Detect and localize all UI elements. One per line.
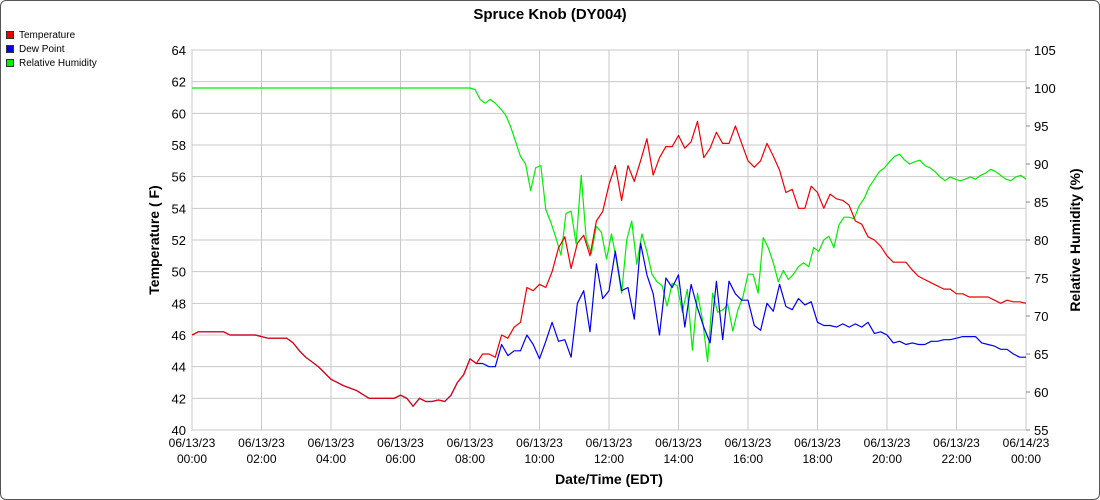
x-tick-time-label: 12:00 — [594, 452, 624, 466]
x-tick-time-label: 20:00 — [872, 452, 902, 466]
grid-lines — [191, 49, 1027, 431]
x-tick-time-label: 02:00 — [246, 452, 276, 466]
x-tick-date-label: 06/13/23 — [655, 436, 702, 450]
axis-ticks: 40 42 44 46 48 50 52 54 56 58 60 62 64 55 60 65 70 75 80 85… — [169, 43, 1056, 466]
y-left-tick-label: 42 — [172, 391, 186, 406]
y-left-tick-label: 60 — [172, 106, 186, 121]
x-tick-date-label: 06/13/23 — [933, 436, 980, 450]
y-left-tick-label: 50 — [172, 265, 186, 280]
chart-legend: Temperature Dew Point Relative Humidity — [6, 28, 97, 70]
y-left-tick-label: 40 — [172, 423, 186, 438]
y-right-tick-label: 65 — [1034, 347, 1048, 362]
y-right-tick-label: 95 — [1034, 119, 1048, 134]
y-right-tick-label: 85 — [1034, 195, 1048, 210]
y-right-tick-label: 90 — [1034, 157, 1048, 172]
y-right-tick-label: 55 — [1034, 423, 1048, 438]
legend-item-relative-humidity: Relative Humidity — [6, 56, 97, 70]
x-tick-time-label: 00:00 — [1011, 452, 1041, 466]
y-left-tick-label: 56 — [172, 170, 186, 185]
legend-item-temperature: Temperature — [6, 28, 97, 42]
legend-swatch-relative-humidity — [6, 59, 14, 67]
y-left-tick-label: 52 — [172, 233, 186, 248]
y-left-tick-label: 48 — [172, 296, 186, 311]
x-tick-time-label: 10:00 — [524, 452, 554, 466]
x-tick-time-label: 22:00 — [941, 452, 971, 466]
y-right-tick-label: 105 — [1034, 43, 1056, 58]
y-left-tick-label: 54 — [172, 201, 186, 216]
chart-title: Spruce Knob (DY004) — [473, 6, 626, 23]
x-tick-date-label: 06/13/23 — [794, 436, 841, 450]
x-tick-time-label: 14:00 — [663, 452, 693, 466]
x-tick-time-label: 06:00 — [385, 452, 415, 466]
y-left-tick-label: 46 — [172, 328, 186, 343]
legend-item-dew-point: Dew Point — [6, 42, 97, 56]
x-tick-date-label: 06/13/23 — [447, 436, 494, 450]
y-left-tick-label: 58 — [172, 138, 186, 153]
x-tick-date-label: 06/13/23 — [377, 436, 424, 450]
legend-label-relative-humidity: Relative Humidity — [19, 57, 97, 69]
y-right-tick-label: 75 — [1034, 271, 1048, 286]
legend-label-temperature: Temperature — [19, 29, 76, 41]
legend-swatch-dew-point — [6, 45, 14, 53]
x-tick-time-label: 16:00 — [733, 452, 763, 466]
y-left-tick-label: 62 — [172, 75, 186, 90]
x-tick-date-label: 06/13/23 — [169, 436, 216, 450]
y-axis-right-label: Relative Humidity (%) — [1067, 168, 1083, 311]
x-tick-date-label: 06/13/23 — [516, 436, 563, 450]
x-tick-time-label: 18:00 — [802, 452, 832, 466]
y-left-tick-label: 44 — [172, 360, 186, 375]
x-tick-date-label: 06/13/23 — [308, 436, 355, 450]
y-right-tick-label: 100 — [1034, 81, 1056, 96]
legend-label-dew-point: Dew Point — [19, 43, 65, 55]
series-line-relative-humidity — [192, 87, 1027, 363]
y-right-tick-label: 60 — [1034, 385, 1048, 400]
series-lines — [191, 87, 1027, 407]
y-right-tick-label: 80 — [1034, 233, 1048, 248]
x-tick-time-label: 00:00 — [177, 452, 207, 466]
y-right-tick-label: 70 — [1034, 309, 1048, 324]
x-tick-date-label: 06/14/23 — [1003, 436, 1050, 450]
series-line-temperature — [191, 120, 1027, 407]
x-tick-date-label: 06/13/23 — [238, 436, 285, 450]
y-axis-left-label: Temperature ( F) — [146, 185, 162, 294]
x-axis-label: Date/Time (EDT) — [555, 471, 663, 487]
x-tick-date-label: 06/13/23 — [864, 436, 911, 450]
x-tick-date-label: 06/13/23 — [586, 436, 633, 450]
x-tick-time-label: 08:00 — [455, 452, 485, 466]
x-tick-date-label: 06/13/23 — [725, 436, 772, 450]
y-left-tick-label: 64 — [172, 43, 186, 58]
legend-swatch-temperature — [6, 31, 14, 39]
x-tick-time-label: 04:00 — [316, 452, 346, 466]
